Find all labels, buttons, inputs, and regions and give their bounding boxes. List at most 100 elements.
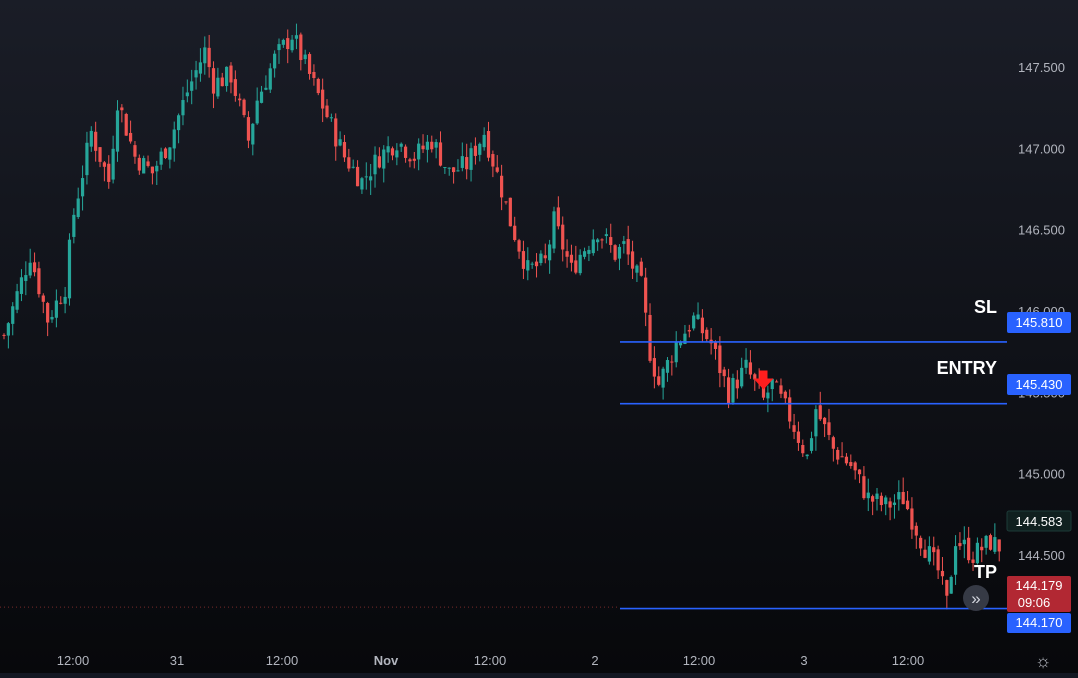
time-axis: 12:00 31 12:00 Nov 12:00 2 12:00 3 12:00	[57, 653, 925, 668]
candle	[735, 370, 739, 399]
candle	[674, 331, 678, 368]
candle	[500, 164, 504, 211]
candle	[133, 141, 137, 164]
candle	[159, 147, 163, 170]
candle	[517, 238, 521, 259]
candle	[460, 142, 464, 172]
candle	[220, 72, 224, 87]
candle	[50, 310, 54, 323]
price-tick: 147.000	[1018, 141, 1065, 156]
candle	[775, 379, 779, 383]
candle	[351, 159, 355, 169]
candle	[967, 526, 971, 564]
candle	[731, 373, 735, 405]
candle	[796, 421, 801, 451]
candle	[395, 143, 399, 166]
time-tick: 12:00	[266, 653, 299, 668]
candle	[670, 355, 674, 376]
price-tick: 147.500	[1018, 60, 1065, 75]
candle	[403, 144, 408, 163]
candle	[844, 453, 849, 466]
candle	[229, 62, 233, 94]
candle	[307, 52, 312, 80]
candle	[451, 167, 456, 184]
candle	[495, 155, 499, 174]
candle	[246, 111, 251, 149]
candle	[430, 135, 434, 153]
candle	[251, 122, 255, 156]
sl-price-tag[interactable]: 145.810	[1007, 312, 1071, 333]
candle	[940, 556, 945, 585]
candle	[823, 416, 827, 438]
candle	[792, 413, 796, 440]
levels-layer	[0, 341, 1007, 610]
candle	[988, 533, 993, 551]
candle	[107, 155, 111, 189]
candle	[11, 302, 15, 336]
candle	[185, 79, 189, 103]
candle	[146, 155, 150, 168]
candle	[225, 66, 229, 92]
candle	[936, 545, 940, 580]
candle	[504, 201, 508, 205]
candle	[15, 283, 19, 314]
candle	[128, 120, 133, 144]
candle	[687, 324, 691, 338]
candle	[386, 136, 390, 163]
candle	[657, 366, 661, 387]
candles-layer	[2, 23, 1001, 610]
candle	[849, 454, 853, 469]
price-tick: 146.500	[1018, 223, 1065, 238]
candle	[6, 322, 10, 349]
candle	[652, 346, 656, 389]
last-price-tag[interactable]: 144.179 09:06	[1007, 576, 1071, 612]
candle	[949, 575, 953, 594]
candle	[486, 121, 491, 162]
candle	[321, 78, 325, 123]
candle	[273, 50, 277, 78]
candle	[591, 229, 595, 256]
candle	[155, 160, 159, 185]
candle	[207, 34, 211, 78]
entry-price-tag[interactable]: 145.430	[1007, 374, 1071, 395]
tp-price-tag[interactable]: 144.170	[1007, 613, 1071, 633]
candle	[46, 301, 50, 337]
time-tick: 12:00	[57, 653, 90, 668]
candle	[635, 264, 639, 283]
candle	[172, 121, 176, 162]
candle	[137, 154, 141, 175]
candle	[604, 228, 608, 244]
candle	[312, 64, 316, 86]
candle	[72, 208, 76, 244]
candle	[194, 60, 198, 90]
candle	[788, 389, 792, 429]
price-tick: 145.000	[1018, 467, 1065, 482]
scroll-to-realtime-button[interactable]: »	[963, 585, 989, 611]
settings-gear-button[interactable]: ☼	[1035, 651, 1052, 671]
time-tick: 12:00	[892, 653, 925, 668]
candle	[399, 142, 403, 152]
candle	[840, 442, 844, 458]
candle	[700, 309, 704, 343]
candle	[879, 492, 883, 512]
candle	[281, 38, 285, 48]
candle	[316, 77, 320, 96]
candle	[626, 225, 630, 265]
candle	[294, 23, 299, 50]
candle	[238, 93, 242, 107]
candle	[639, 257, 643, 277]
candle	[766, 385, 770, 413]
candle	[203, 36, 207, 75]
price-tick: 144.500	[1018, 548, 1065, 563]
candle	[41, 293, 45, 314]
candle	[783, 390, 787, 403]
candle	[779, 378, 783, 399]
candle	[836, 447, 840, 465]
candle	[905, 491, 910, 511]
candle	[770, 378, 774, 402]
candle	[853, 461, 857, 480]
ghost-price-text: 144.583	[1016, 514, 1063, 529]
candle	[115, 100, 120, 162]
